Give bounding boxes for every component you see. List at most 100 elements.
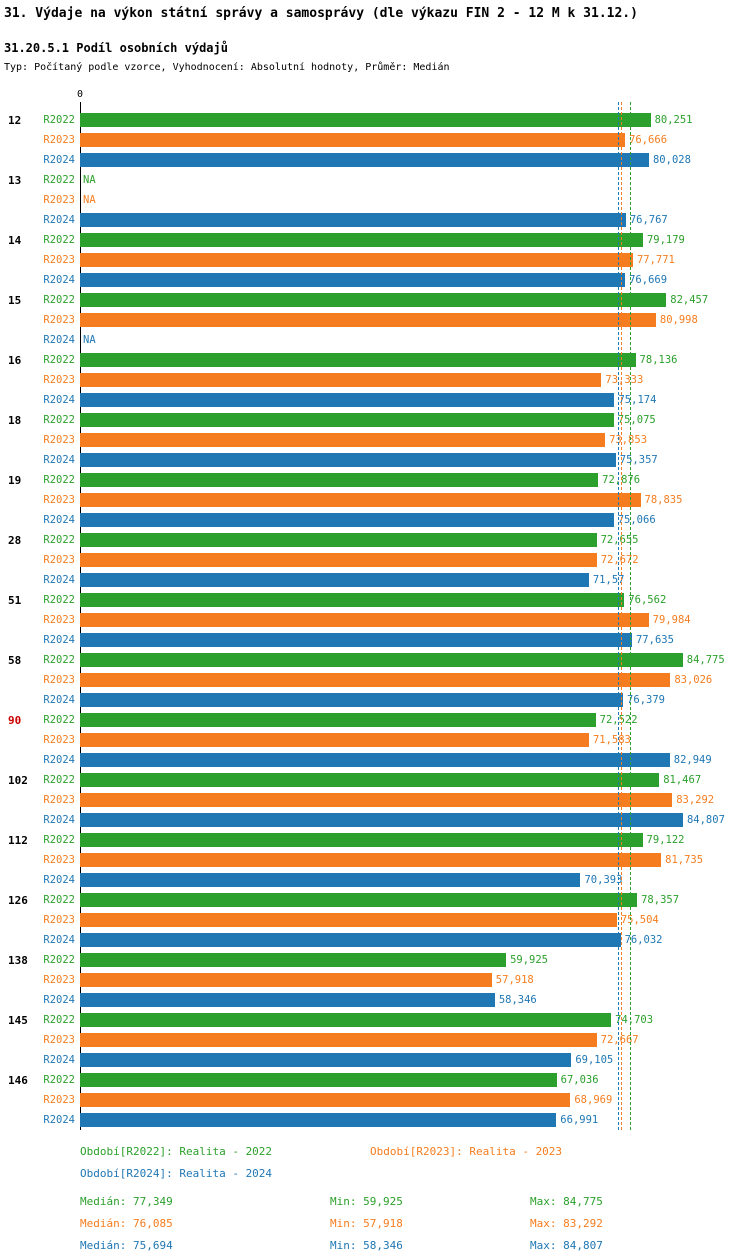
- series-label: R2024: [43, 634, 75, 646]
- bar-R2024-126: [80, 933, 621, 947]
- series-label: R2023: [43, 794, 75, 806]
- bar-row: R2023 77,771: [0, 250, 750, 270]
- series-label: R2024: [43, 814, 75, 826]
- series-label: R2024: [43, 514, 75, 526]
- value-label: 68,969: [574, 1094, 613, 1106]
- bar-row: R2023 71,583: [0, 730, 750, 750]
- bar-area: NA: [80, 174, 750, 186]
- stat-max-r2023: Max: 83,292: [530, 1216, 603, 1230]
- bar-row: 145 R2022 74,703: [0, 1010, 750, 1030]
- bar-row: R2024 76,767: [0, 210, 750, 230]
- category-label: 14: [8, 233, 22, 247]
- stat-min-r2024: Min: 58,346: [330, 1238, 403, 1252]
- category-label: 145: [8, 1013, 28, 1027]
- series-label: R2024: [43, 754, 75, 766]
- bar-row: 146 R2022 67,036: [0, 1070, 750, 1090]
- series-label: R2022: [43, 834, 75, 846]
- stats: Medián: 77,349 Min: 59,925 Max: 84,775 M…: [80, 1190, 750, 1256]
- bar-row: R2023 57,918: [0, 970, 750, 990]
- series-label: R2024: [43, 274, 75, 286]
- category-label: 51: [8, 593, 22, 607]
- bar-row: 102 R2022 81,467: [0, 770, 750, 790]
- category-label: 138: [8, 953, 28, 967]
- bar-R2024-13: [80, 213, 626, 227]
- legend-item-r2023: Období[R2023]: Realita - 2023: [370, 1144, 563, 1158]
- bar-R2022-112: [80, 833, 643, 847]
- series-label: R2022: [43, 234, 75, 246]
- value-label: 74,703: [615, 1014, 654, 1026]
- bar-area: 76,032: [80, 933, 750, 947]
- bar-area: 84,807: [80, 813, 750, 827]
- bar-area: 76,767: [80, 213, 750, 227]
- value-label: 75,075: [617, 414, 656, 426]
- bar-R2024-18: [80, 453, 616, 467]
- bar-R2024-138: [80, 993, 495, 1007]
- bar-R2022-90: [80, 713, 596, 727]
- bar-group-146: 146 R2022 67,036 R2023 68,969 R2024 66,991: [0, 1070, 750, 1130]
- series-label: R2024: [43, 334, 75, 346]
- bar-R2023-58: [80, 673, 671, 687]
- bar-row: R2023 68,969: [0, 1090, 750, 1110]
- series-label: R2023: [43, 1094, 75, 1106]
- bar-area: 66,991: [80, 1113, 750, 1127]
- series-label: R2024: [43, 694, 75, 706]
- bar-R2023-28: [80, 553, 597, 567]
- bar-row: 16 R2022 78,136: [0, 350, 750, 370]
- bar-group-58: 58 R2022 84,775 R2023 83,026 R2024 76,379: [0, 650, 750, 710]
- bar-R2022-18: [80, 413, 614, 427]
- bar-area: 72,667: [80, 1033, 750, 1047]
- bar-R2024-51: [80, 633, 632, 647]
- bar-area: 77,771: [80, 253, 750, 267]
- chart-plot: 12 R2022 80,251 R2023 76,666 R2024 80,028 13 R20…: [0, 110, 750, 1130]
- value-label: 79,122: [646, 834, 685, 846]
- bar-group-18: 18 R2022 75,075 R2023 73,853 R2024 75,357: [0, 410, 750, 470]
- bar-R2023-15: [80, 313, 656, 327]
- bar-R2022-28: [80, 533, 597, 547]
- bar-area: 80,998: [80, 313, 750, 327]
- category-label: 146: [8, 1073, 28, 1087]
- series-label: R2022: [43, 714, 75, 726]
- bar-area: 79,179: [80, 233, 750, 247]
- category-label: 90: [8, 713, 22, 727]
- bar-R2022-102: [80, 773, 660, 787]
- bar-row: R2024 77,635: [0, 630, 750, 650]
- series-label: R2023: [43, 374, 75, 386]
- bar-R2024-14: [80, 273, 626, 287]
- bar-R2024-145: [80, 1053, 572, 1067]
- bar-R2024-19: [80, 513, 614, 527]
- bar-area: 80,028: [80, 153, 750, 167]
- value-label: 76,666: [629, 134, 668, 146]
- bar-area: 76,666: [80, 133, 750, 147]
- series-label: R2024: [43, 154, 75, 166]
- series-label: R2022: [43, 1074, 75, 1086]
- bar-row: 112 R2022 79,122: [0, 830, 750, 850]
- bar-R2022-15: [80, 293, 667, 307]
- category-label: 112: [8, 833, 28, 847]
- bar-row: R2024 58,346: [0, 990, 750, 1010]
- series-label: R2024: [43, 1114, 75, 1126]
- stat-median-r2022: Medián: 77,349: [80, 1194, 173, 1208]
- bar-area: 72,672: [80, 553, 750, 567]
- bar-area: 81,735: [80, 853, 750, 867]
- bar-group-28: 28 R2022 72,655 R2023 72,672 R2024 71,57: [0, 530, 750, 590]
- median-line-R2024: [618, 102, 620, 1130]
- median-line-R2023: [620, 102, 622, 1130]
- value-label: 77,635: [635, 634, 674, 646]
- series-label: R2022: [43, 354, 75, 366]
- bar-R2023-146: [80, 1093, 571, 1107]
- bar-area: 83,026: [80, 673, 750, 687]
- bar-R2022-12: [80, 113, 651, 127]
- bar-R2024-146: [80, 1113, 557, 1127]
- series-label: R2023: [43, 734, 75, 746]
- bar-R2023-112: [80, 853, 662, 867]
- bar-R2023-19: [80, 493, 641, 507]
- bar-R2022-51: [80, 593, 625, 607]
- bar-row: R2024 75,066: [0, 510, 750, 530]
- bar-area: 57,918: [80, 973, 750, 987]
- series-label: R2023: [43, 254, 75, 266]
- bar-row: R2023 73,853: [0, 430, 750, 450]
- value-label: 79,179: [646, 234, 685, 246]
- bar-row: 14 R2022 79,179: [0, 230, 750, 250]
- bar-area: 78,357: [80, 893, 750, 907]
- series-label: R2024: [43, 874, 75, 886]
